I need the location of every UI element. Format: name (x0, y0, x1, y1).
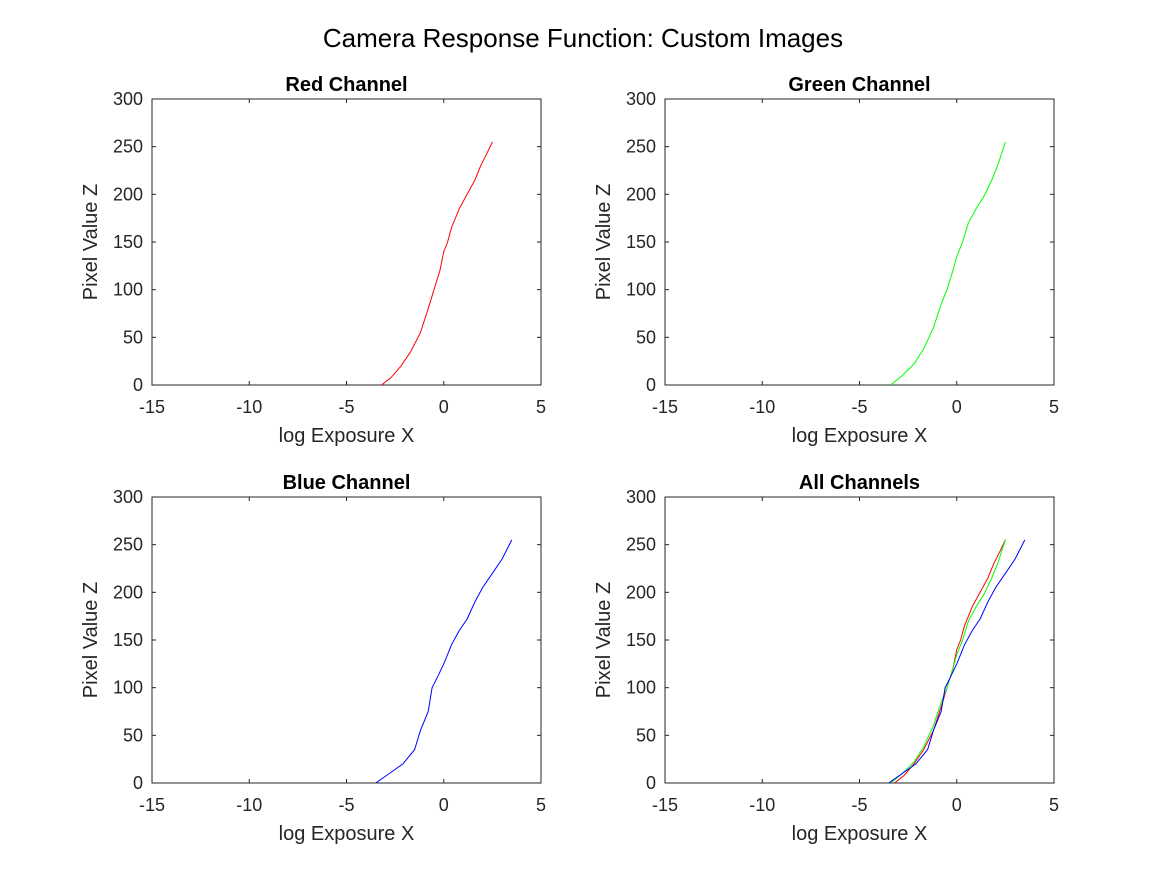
x-tick-label: 0 (952, 795, 962, 815)
y-tick-label: 50 (636, 725, 656, 745)
x-tick-label: 0 (439, 397, 449, 417)
x-tick-label: 0 (952, 397, 962, 417)
y-tick-label: 100 (113, 280, 143, 300)
panel-title: Green Channel (788, 74, 930, 96)
x-axis-label: log Exposure X (279, 823, 415, 845)
x-tick-label: -5 (851, 397, 867, 417)
y-tick-label: 250 (626, 137, 656, 157)
y-axis-label: Pixel Value Z (593, 184, 615, 300)
y-tick-label: 50 (123, 725, 143, 745)
x-axis-label: log Exposure X (792, 425, 928, 447)
axes-box (151, 98, 542, 386)
y-tick-label: 250 (113, 535, 143, 555)
y-tick-label: 150 (626, 232, 656, 252)
panel-title: All Channels (799, 472, 920, 494)
x-tick-label: 5 (536, 795, 546, 815)
axes-box (664, 98, 1055, 386)
y-tick-label: 0 (133, 375, 143, 395)
x-tick-label: -5 (338, 795, 354, 815)
y-tick-label: 100 (626, 678, 656, 698)
series-line (381, 141, 493, 385)
axes-box (151, 496, 542, 784)
y-tick-label: 300 (113, 89, 143, 109)
x-axis-label: log Exposure X (792, 823, 928, 845)
axes-box (664, 496, 1055, 784)
y-axis-label: Pixel Value Z (593, 582, 615, 698)
x-tick-label: 5 (1049, 795, 1059, 815)
y-tick-label: 0 (133, 773, 143, 793)
series-line (888, 539, 1026, 783)
x-axis-label: log Exposure X (279, 425, 415, 447)
y-axis-label: Pixel Value Z (80, 582, 102, 698)
y-tick-label: 150 (113, 630, 143, 650)
y-tick-label: 200 (626, 582, 656, 602)
x-tick-label: -5 (851, 795, 867, 815)
series-line (894, 539, 1006, 783)
x-tick-label: 5 (1049, 397, 1059, 417)
y-tick-label: 300 (626, 487, 656, 507)
y-tick-label: 0 (646, 375, 656, 395)
x-tick-label: -15 (139, 397, 165, 417)
panel-title: Red Channel (285, 74, 407, 96)
y-tick-label: 100 (626, 280, 656, 300)
panel-title: Blue Channel (283, 472, 411, 494)
x-tick-label: -15 (652, 397, 678, 417)
x-tick-label: -10 (749, 397, 775, 417)
y-tick-label: 300 (113, 487, 143, 507)
y-tick-label: 250 (113, 137, 143, 157)
y-tick-label: 200 (113, 582, 143, 602)
x-tick-label: 5 (536, 397, 546, 417)
x-tick-label: -10 (236, 397, 262, 417)
y-axis-label: Pixel Value Z (80, 184, 102, 300)
y-tick-label: 0 (646, 773, 656, 793)
series-line (890, 141, 1006, 385)
x-tick-label: 0 (439, 795, 449, 815)
y-tick-label: 200 (626, 184, 656, 204)
y-tick-label: 300 (626, 89, 656, 109)
y-tick-label: 150 (113, 232, 143, 252)
y-tick-label: 50 (123, 327, 143, 347)
series-line (890, 539, 1006, 783)
x-tick-label: -15 (652, 795, 678, 815)
y-tick-label: 50 (636, 327, 656, 347)
figure-title: Camera Response Function: Custom Images (323, 23, 843, 53)
series-line (375, 539, 513, 783)
x-tick-label: -10 (236, 795, 262, 815)
y-tick-label: 250 (626, 535, 656, 555)
y-tick-label: 150 (626, 630, 656, 650)
y-tick-label: 100 (113, 678, 143, 698)
x-tick-label: -15 (139, 795, 165, 815)
y-tick-label: 200 (113, 184, 143, 204)
x-tick-label: -5 (338, 397, 354, 417)
x-tick-label: -10 (749, 795, 775, 815)
